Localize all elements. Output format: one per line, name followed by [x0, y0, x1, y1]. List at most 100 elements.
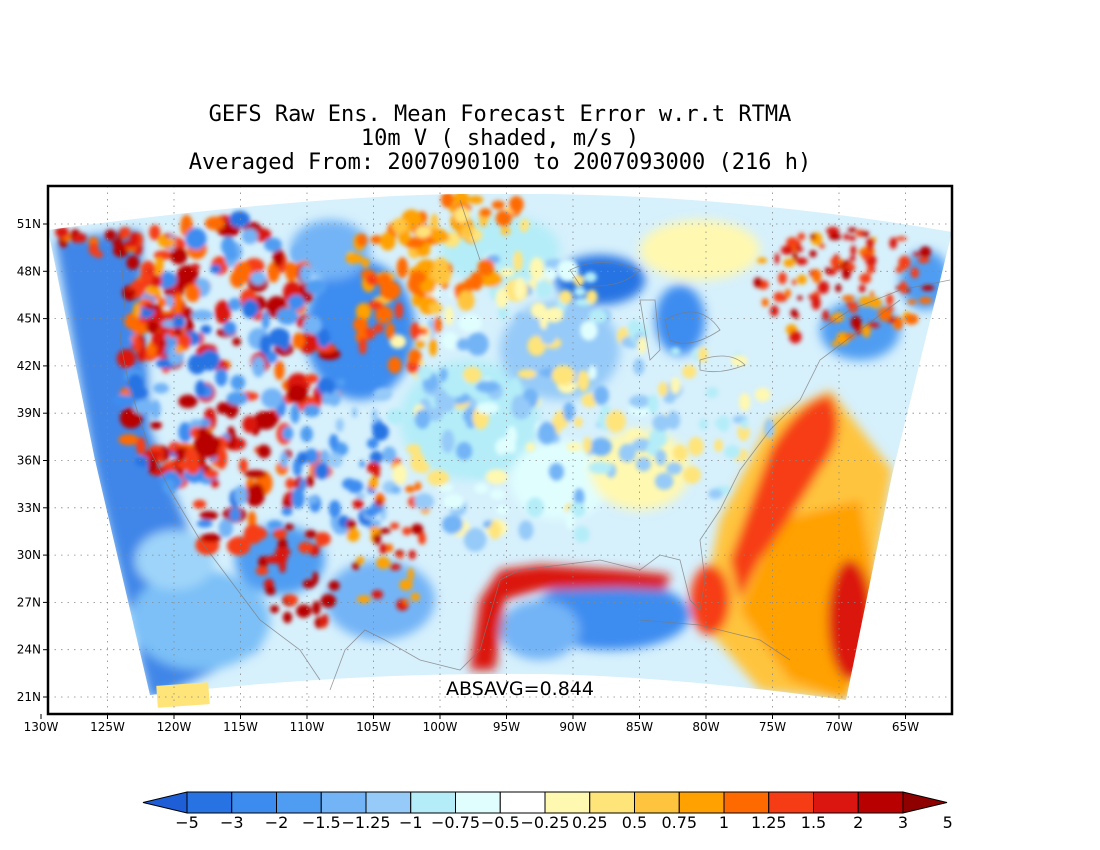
error-cell	[463, 225, 473, 239]
error-cell	[769, 305, 779, 317]
error-cell	[397, 552, 404, 559]
error-cell	[285, 261, 298, 282]
error-cell	[921, 284, 935, 291]
error-cell	[475, 380, 500, 393]
error-cell	[869, 290, 875, 298]
error-cell	[375, 305, 393, 324]
error-cell	[183, 469, 204, 483]
error-cell	[233, 485, 248, 506]
colorbar-swatch	[320, 791, 367, 814]
colorbar-label: −0.75	[431, 813, 480, 832]
map-frame	[46, 184, 954, 716]
error-cell	[513, 250, 523, 272]
error-cell	[519, 220, 529, 233]
error-cell	[666, 462, 683, 475]
error-cell	[379, 543, 388, 555]
error-cell	[834, 254, 840, 259]
error-cell	[155, 256, 164, 273]
colorbar: −5 −3 −2 −1.5 −1.25 −1 −0.75 −0.5 −0.25 0.25 0.5 0.…	[142, 791, 953, 832]
error-cell	[305, 279, 327, 295]
error-cell	[485, 469, 508, 485]
error-cell	[452, 193, 470, 207]
error-cell	[899, 281, 908, 294]
colorbar-swatch	[678, 791, 725, 814]
error-cell	[495, 437, 516, 457]
error-cell	[584, 271, 597, 283]
error-cell	[328, 500, 341, 518]
error-cell	[474, 483, 489, 494]
error-cell	[408, 349, 422, 364]
error-cell	[529, 257, 544, 281]
error-cell	[780, 245, 794, 255]
error-cell	[411, 523, 424, 535]
variable-subtitle: 10m V ( shaded, m/s )	[360, 126, 640, 151]
error-cell	[784, 288, 791, 299]
colorbar-label: 2	[853, 813, 863, 832]
error-cell	[648, 428, 668, 449]
error-cell	[54, 226, 69, 238]
error-cell	[197, 425, 209, 445]
error-cell	[292, 332, 305, 349]
error-cell	[298, 541, 313, 554]
error-cell	[314, 462, 330, 480]
error-cell	[527, 335, 546, 356]
error-cell	[415, 225, 432, 238]
error-cell	[282, 611, 293, 624]
error-cell	[265, 586, 276, 596]
error-cell	[618, 443, 637, 463]
error-cell	[440, 193, 454, 208]
colorbar-label: 1	[719, 813, 729, 832]
error-cell	[389, 563, 401, 571]
x-tick-label: 110W	[290, 720, 325, 734]
error-cell	[210, 437, 221, 450]
error-cell	[141, 271, 153, 286]
colorbar-label: −5	[175, 813, 199, 832]
x-tick-label: 105W	[356, 720, 391, 734]
error-cell	[373, 388, 393, 401]
error-cell	[797, 232, 806, 241]
error-cell	[226, 536, 251, 556]
error-cell	[774, 253, 780, 265]
error-cell	[287, 294, 305, 310]
error-cell	[466, 332, 489, 356]
error-cell	[312, 571, 319, 585]
error-cell	[499, 267, 515, 278]
error-cell	[635, 457, 652, 472]
x-tick-label: 65W	[892, 720, 919, 734]
error-cell	[299, 265, 312, 284]
y-tick-label: 36N	[17, 454, 41, 468]
error-cell	[302, 579, 316, 589]
error-cell	[831, 340, 840, 347]
error-cell	[847, 227, 857, 233]
error-cell	[316, 532, 331, 546]
error-cell	[563, 401, 575, 422]
error-cell	[442, 331, 459, 350]
error-cell	[428, 338, 438, 357]
error-cell	[372, 468, 380, 479]
error-cell	[376, 556, 391, 569]
error-cell	[242, 299, 259, 319]
error-cell	[276, 307, 299, 325]
x-tick-label: 120W	[157, 720, 192, 734]
error-cell	[588, 309, 607, 324]
error-cell	[191, 309, 214, 322]
error-cell	[228, 297, 242, 311]
error-cell	[160, 339, 168, 348]
axes: 130W 125W 120W 115W 110W 105W 100W 95W 90W 85W 80W…	[17, 217, 919, 734]
error-cell	[539, 474, 551, 494]
error-cell	[321, 614, 329, 627]
error-cell	[247, 510, 257, 529]
error-cell	[898, 255, 911, 270]
error-cell	[285, 478, 295, 490]
error-cell	[586, 289, 598, 304]
error-cell	[509, 377, 521, 397]
error-cell	[229, 270, 246, 289]
error-cell	[355, 302, 372, 321]
error-cell	[257, 444, 271, 459]
error-cell	[797, 295, 803, 301]
error-cell	[409, 213, 422, 226]
error-cell	[511, 394, 527, 418]
error-cell	[559, 290, 573, 305]
colorbar-swatch	[544, 791, 591, 814]
error-cell	[259, 334, 272, 356]
